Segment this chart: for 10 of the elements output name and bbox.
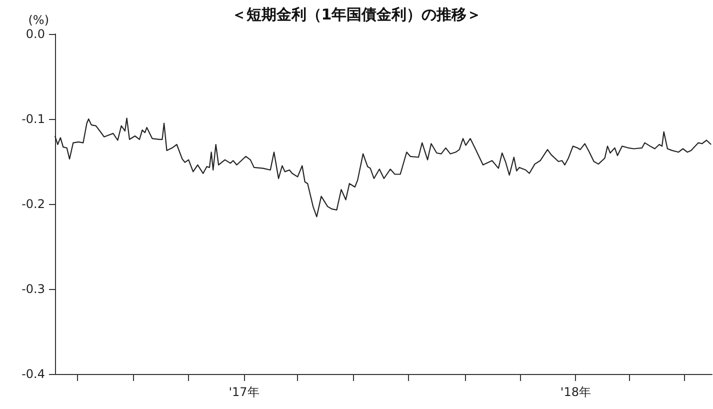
x-tick-label: '18年 — [560, 385, 591, 399]
line-series — [54, 118, 712, 218]
x-tick-label: '17年 — [228, 385, 260, 399]
y-tick-label: -0.3 — [22, 282, 45, 296]
chart-title: ＜短期金利（1年国債金利）の推移＞ — [231, 6, 482, 24]
y-tick-label: 0.0 — [26, 27, 45, 41]
y-tick-label: -0.1 — [22, 112, 45, 126]
y-tick-label: -0.4 — [22, 367, 45, 381]
y-tick-label: -0.2 — [22, 197, 45, 211]
y-axis-title: (%) — [28, 13, 49, 27]
